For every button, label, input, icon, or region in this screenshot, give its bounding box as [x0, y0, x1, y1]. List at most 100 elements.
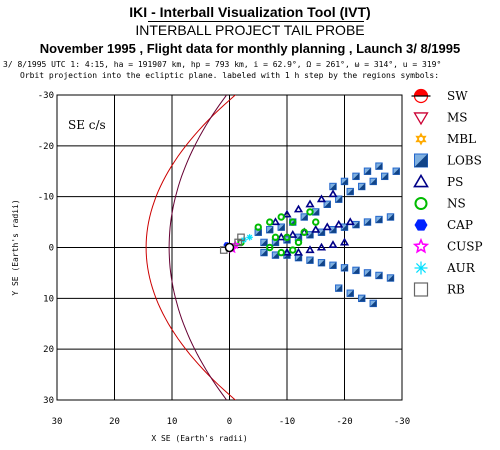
data-point-ns: [300, 228, 308, 236]
plot-frame: [56, 94, 403, 401]
marker-fill: [255, 229, 262, 236]
marker-shape: [282, 247, 292, 256]
marker-fill: [312, 208, 319, 216]
marker-shape: [413, 173, 429, 188]
marker-shape: [293, 204, 304, 213]
data-point-lobs: [386, 274, 395, 282]
marker-fill: [335, 196, 342, 203]
marker-shape: [294, 238, 303, 247]
legend-label-rb: RB: [447, 283, 465, 297]
marker-shape: [289, 218, 297, 226]
legend-symbol-cap: [414, 219, 428, 231]
data-point-lobs: [369, 299, 377, 308]
marker-fill: [260, 239, 268, 246]
marker-shape: [237, 233, 245, 242]
legend-label-aur: AUR: [446, 261, 476, 275]
marker-fill: [364, 269, 371, 277]
data-point-ns: [277, 213, 285, 221]
data-point-lobs: [375, 162, 383, 170]
marker-shape: [339, 237, 350, 246]
x-tick-label: -20: [336, 417, 352, 427]
marker-shape: [300, 228, 308, 236]
data-point-rb: [237, 233, 245, 242]
marker-shape: [277, 248, 285, 257]
bow-shock-curve: [145, 95, 237, 400]
x-tick-label: 30: [52, 417, 63, 427]
data-point-lobs: [369, 177, 377, 186]
legend-symbol-aur: [414, 261, 428, 275]
legend-symbol-ms: [413, 112, 429, 126]
marker-fill: [272, 239, 279, 246]
data-points: [219, 162, 400, 308]
data-point-ns: [289, 246, 297, 254]
marker-fill: [266, 226, 273, 233]
data-point-lobs: [306, 256, 314, 264]
earth-marker: [224, 242, 235, 253]
marker-shape: [276, 232, 286, 241]
data-point-lobs: [352, 266, 360, 275]
data-point-ps: [316, 242, 327, 251]
legend-label-lobs: LOBS: [447, 154, 482, 168]
data-point-lobs: [352, 172, 360, 181]
marker-fill: [301, 213, 308, 221]
marker-fill: [347, 290, 354, 297]
data-point-lobs: [346, 187, 354, 196]
marker-shape: [413, 112, 429, 126]
marker-fill: [364, 168, 371, 175]
marker-shape: [322, 222, 332, 231]
data-point-ns: [283, 233, 291, 242]
data-point-ps: [316, 194, 327, 203]
marker-fill: [318, 259, 325, 266]
data-point-lobs: [363, 269, 372, 277]
data-point-lobs: [386, 213, 395, 221]
marker-fill: [364, 218, 371, 226]
data-point-lobs: [346, 289, 354, 297]
marker-shape: [328, 240, 338, 248]
marker-shape: [277, 213, 285, 221]
marker-shape: [289, 246, 297, 254]
y-tick-label: 0: [49, 244, 54, 254]
data-point-ps: [339, 237, 350, 246]
marker-fill: [260, 249, 268, 256]
marker-shape: [413, 282, 429, 297]
data-point-ps: [345, 217, 355, 226]
legend-symbol-lobs: [414, 153, 428, 168]
marker-fill: [352, 221, 360, 228]
data-point-ps: [328, 189, 338, 198]
marker-fill: [335, 284, 342, 292]
data-point-lobs: [329, 261, 337, 269]
marker-shape: [293, 247, 304, 256]
marker-shape: [316, 194, 327, 203]
legend-label-mbl: MBL: [447, 132, 476, 146]
legend-label-cap: CAP: [447, 218, 473, 232]
x-tick-label: -30: [394, 417, 410, 427]
legend-symbol-cusp: [412, 237, 430, 254]
data-point-lobs: [266, 226, 274, 234]
marker-fill: [341, 178, 348, 185]
magnetopause-curve: [168, 95, 228, 400]
marker-fill: [347, 188, 354, 195]
marker-shape: [266, 243, 274, 252]
data-point-lobs: [317, 259, 326, 267]
legend-label-sw: SW: [447, 89, 468, 103]
data-point-ps: [282, 209, 292, 218]
data-point-lobs: [358, 182, 366, 191]
data-point-ps: [322, 222, 332, 231]
marker-fill: [375, 216, 383, 223]
data-point-ns: [289, 218, 297, 226]
marker-center: [419, 137, 423, 141]
projection-note: Orbit projection into the ecliptic plane…: [20, 71, 440, 80]
marker-stroke: [415, 262, 427, 274]
data-point-lobs: [358, 294, 366, 303]
panel-label: SE c/s: [68, 118, 106, 132]
data-point-lobs: [340, 264, 349, 272]
data-point-ps: [276, 232, 286, 241]
marker-shape: [305, 245, 315, 254]
marker-fill: [329, 226, 337, 233]
marker-shape: [334, 219, 344, 228]
marker-shape: [306, 208, 314, 216]
legend-symbol-rb: [413, 282, 429, 297]
marker-fill: [358, 295, 365, 302]
data-point-aur: [246, 234, 253, 241]
